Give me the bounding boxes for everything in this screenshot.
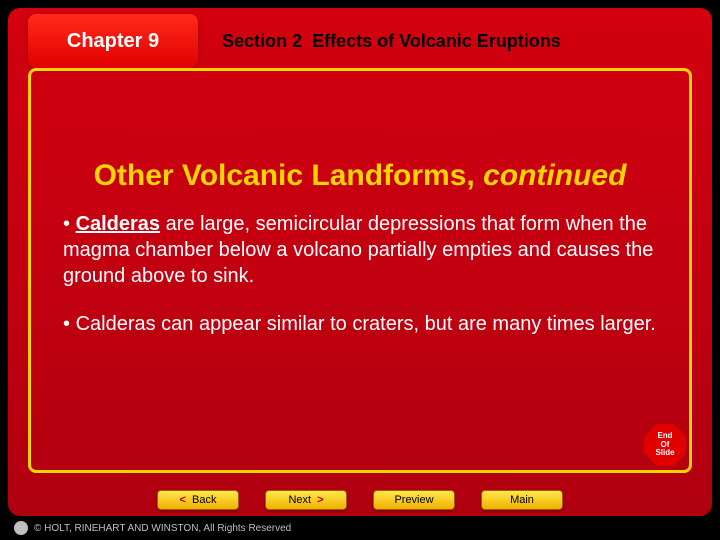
next-label: Next bbox=[288, 494, 311, 506]
slide-title: Other Volcanic Landforms, continued bbox=[53, 159, 667, 193]
bullet-2: • Calderas can appear similar to craters… bbox=[53, 311, 667, 337]
next-button[interactable]: Next > bbox=[265, 490, 347, 510]
title-italic: continued bbox=[483, 159, 626, 192]
chevron-right-icon: > bbox=[317, 494, 323, 506]
bullet-1: • Calderas are large, semicircular depre… bbox=[53, 211, 667, 289]
owl-icon bbox=[14, 521, 28, 535]
title-main: Other Volcanic Landforms, bbox=[94, 159, 484, 192]
chapter-box: Chapter 9 bbox=[28, 14, 198, 68]
content-panel: Other Volcanic Landforms, continued • Ca… bbox=[28, 68, 692, 473]
chevron-left-icon: < bbox=[180, 494, 186, 506]
back-button[interactable]: < Back bbox=[157, 490, 239, 510]
nav-row: < Back Next > Preview Main bbox=[0, 490, 720, 510]
section-prefix: Section 2 bbox=[222, 31, 302, 51]
end-line3: Slide bbox=[655, 449, 674, 458]
bullet-2-rest: Calderas can appear similar to craters, … bbox=[76, 313, 656, 335]
preview-label: Preview bbox=[394, 494, 433, 506]
chapter-label: Chapter 9 bbox=[67, 30, 159, 53]
main-button[interactable]: Main bbox=[481, 490, 563, 510]
bullet-1-term: Calderas bbox=[76, 213, 161, 235]
copyright-text: © HOLT, RINEHART AND WINSTON, All Rights… bbox=[34, 523, 291, 534]
footer: © HOLT, RINEHART AND WINSTON, All Rights… bbox=[0, 516, 720, 540]
main-label: Main bbox=[510, 494, 534, 506]
back-label: Back bbox=[192, 494, 216, 506]
section-title: Section 2 Effects of Volcanic Eruptions bbox=[222, 31, 561, 52]
header-row: Chapter 9 Section 2 Effects of Volcanic … bbox=[28, 14, 698, 68]
preview-button[interactable]: Preview bbox=[373, 490, 455, 510]
section-name-text: Effects of Volcanic Eruptions bbox=[312, 31, 561, 51]
